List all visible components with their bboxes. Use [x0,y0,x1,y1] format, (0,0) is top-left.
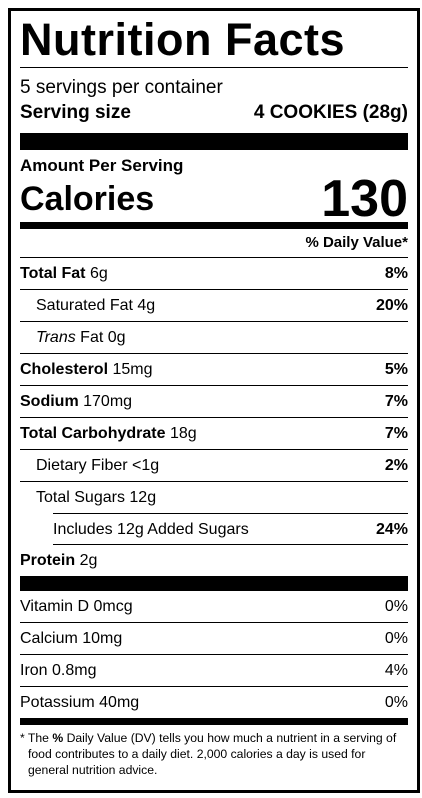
nutrient-amount: 12g [129,489,157,506]
dv-header: % Daily Value* [20,229,408,258]
nutrient-amount: 15mg [112,361,153,378]
serving-size-label: Serving size [20,102,131,123]
vitamin-row: Potassium 40mg 0% [20,687,408,718]
divider [20,576,408,591]
nutrient-row: Protein 2g [20,545,408,576]
nutrient-row: Total Carbohydrate 18g 7% [20,418,408,450]
vitamin-row: Vitamin D 0mcg 0% [20,591,408,623]
nutrient-amount: 6g [89,265,108,282]
calories-label: Calories [20,179,155,218]
vitamin-name: Potassium [20,694,95,711]
nutrient-row: Saturated Fat 4g 20% [20,290,408,322]
nutrient-row: Cholesterol 15mg 5% [20,354,408,386]
nutrient-amount: 2g [79,552,98,569]
nutrient-name: Total Sugars [36,489,125,506]
footnote: * The % Daily Value (DV) tells you how m… [20,725,408,778]
nutrient-row: Total Fat 6g 8% [20,258,408,290]
vitamin-amount: 0.8mg [52,662,97,679]
nutrient-amount: 0g [107,329,126,346]
vitamin-amount: 10mg [82,630,123,647]
nutrient-row: Dietary Fiber <1g 2% [20,450,408,482]
vitamin-amount: 0mcg [93,598,133,615]
nutrient-row: Total Sugars 12g [20,482,408,514]
nutrient-name: Includes 12g Added Sugars [53,521,249,538]
nutrient-row: Trans Fat 0g [20,322,408,354]
nutrient-dv: 7% [384,393,408,410]
nutrient-dv: 24% [375,521,408,538]
servings: 5 servings per container [20,77,223,98]
vitamin-dv: 0% [384,630,408,647]
nutrient-name: Fat [80,329,104,346]
vitamin-amount: 40mg [99,694,140,711]
nutrient-name: Saturated Fat [36,297,133,314]
nutrient-name: Protein [20,552,76,569]
nutrition-label: Nutrition Facts 5 servings per container… [8,8,420,793]
nutrient-dv: 7% [384,425,408,442]
footnote-pre: The [27,731,49,745]
vitamin-dv: 4% [384,662,408,679]
calories: Calories 130 [20,170,408,228]
footnote-text: Daily Value (DV) tells you how much a nu… [28,731,397,777]
vitamin-row: Iron 0.8mg 4% [20,655,408,687]
nutrient-dv: 2% [384,457,408,474]
footnote-star: * [20,731,25,745]
nutrient-dv: 5% [384,361,408,378]
nutrient-dv: 8% [384,265,408,282]
nutrient-name: Total Carbohydrate [20,425,166,442]
nutrient-name: Total Fat [20,265,86,282]
divider [20,133,408,150]
nutrient-amount: <1g [132,457,160,474]
nutrient-amount: 4g [137,297,156,314]
calories-value: 130 [321,170,408,228]
title: Nutrition Facts [20,11,408,68]
serving-size-value: 4 COOKIES (28g) [253,102,408,123]
nutrient-amount: 18g [169,425,197,442]
nutrient-row: Sodium 170mg 7% [20,386,408,418]
nutrient-name: Dietary Fiber [36,457,128,474]
nutrient-name: Cholesterol [20,361,109,378]
nutrient-dv: 20% [375,297,408,314]
vitamin-name: Vitamin D [20,598,90,615]
amount-per-serving: Amount Per Serving [20,156,184,175]
nutrient-name-italic: Trans [36,329,76,346]
vitamin-name: Calcium [20,630,78,647]
nutrient-amount: 170mg [83,393,133,410]
vitamin-name: Iron [20,662,48,679]
vitamin-row: Calcium 10mg 0% [20,623,408,655]
footnote-bold: % [52,731,64,745]
serving-size: Serving size 4 COOKIES (28g) [20,98,408,128]
nutrient-row: Includes 12g Added Sugars 24% [53,513,408,545]
divider [20,718,408,725]
vitamin-dv: 0% [384,598,408,615]
nutrient-name: Sodium [20,393,79,410]
vitamin-dv: 0% [384,694,408,711]
divider [20,222,408,229]
